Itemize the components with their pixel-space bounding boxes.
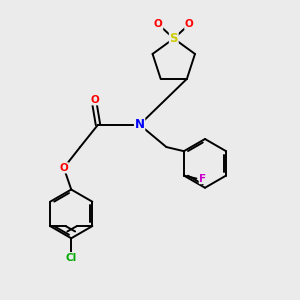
Text: S: S xyxy=(169,32,178,45)
Text: O: O xyxy=(154,19,163,29)
Text: O: O xyxy=(185,19,194,29)
Text: Cl: Cl xyxy=(66,253,77,262)
Text: O: O xyxy=(59,163,68,173)
Text: O: O xyxy=(90,95,99,105)
Text: F: F xyxy=(199,173,206,184)
Text: N: N xyxy=(135,118,145,131)
